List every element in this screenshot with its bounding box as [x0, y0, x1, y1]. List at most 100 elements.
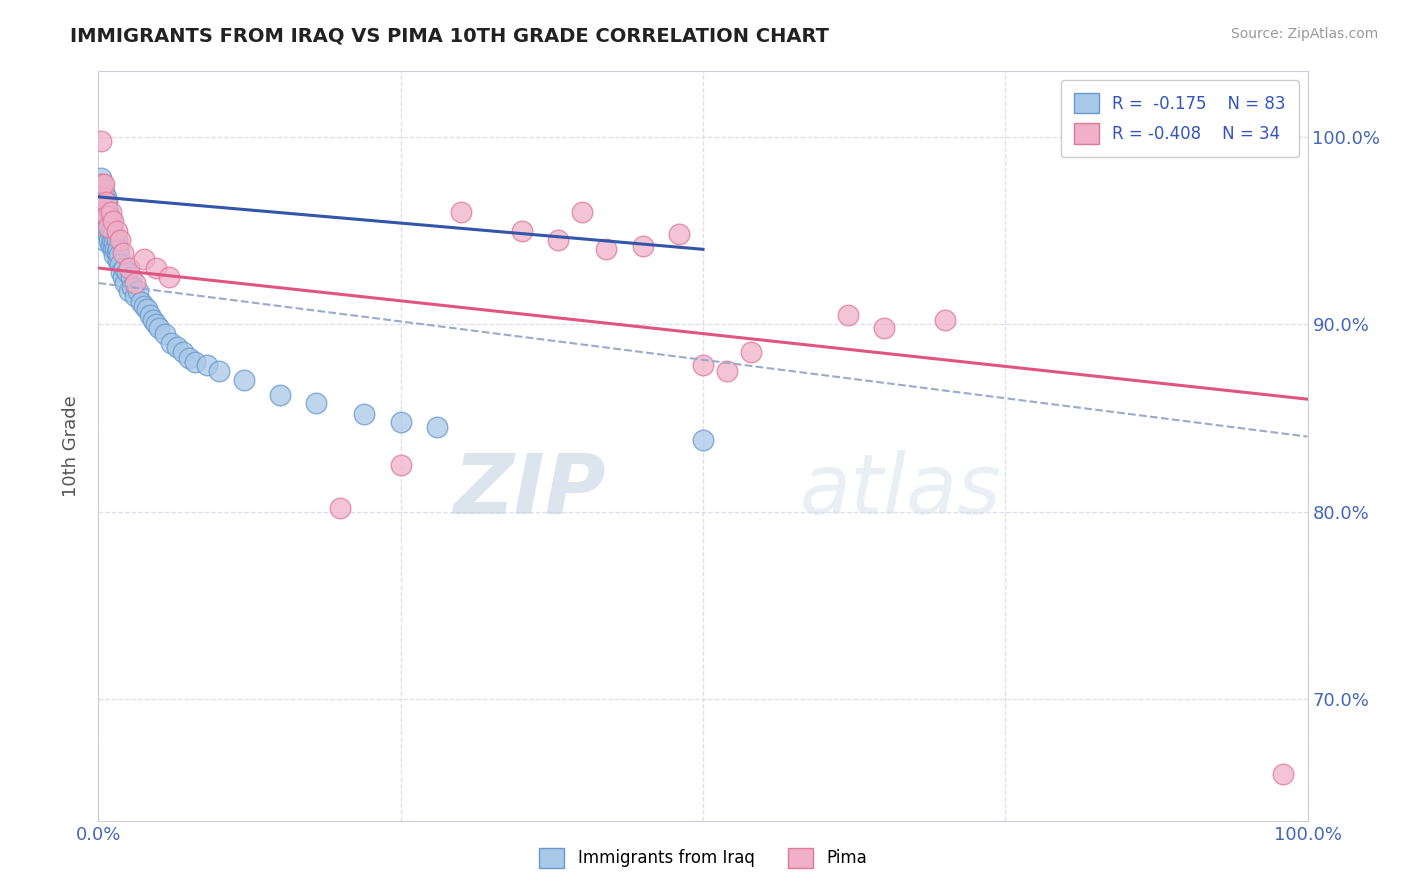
Point	[108, 233, 131, 247]
Point	[127, 284, 149, 298]
Point	[89, 186, 111, 201]
Point	[93, 214, 115, 228]
Point	[94, 195, 117, 210]
Point	[91, 178, 114, 193]
Point	[97, 227, 120, 242]
Point	[389, 458, 412, 472]
Point	[98, 209, 121, 223]
Point	[160, 335, 183, 350]
Point	[93, 195, 115, 210]
Point	[134, 252, 156, 266]
Point	[692, 434, 714, 448]
Point	[107, 243, 129, 257]
Point	[97, 214, 120, 228]
Point	[89, 177, 111, 191]
Point	[716, 364, 738, 378]
Point	[91, 205, 114, 219]
Point	[105, 224, 128, 238]
Point	[103, 248, 125, 262]
Point	[547, 233, 569, 247]
Point	[166, 340, 188, 354]
Point	[90, 182, 112, 196]
Point	[98, 219, 121, 234]
Point	[90, 190, 112, 204]
Point	[172, 345, 194, 359]
Point	[91, 205, 114, 219]
Point	[100, 238, 122, 252]
Point	[571, 205, 593, 219]
Point	[96, 195, 118, 210]
Point	[110, 265, 132, 279]
Point	[111, 270, 134, 285]
Point	[353, 407, 375, 421]
Point	[450, 205, 472, 219]
Point	[873, 321, 896, 335]
Point	[91, 197, 114, 211]
Point	[100, 212, 122, 227]
Point	[101, 227, 124, 242]
Point	[117, 265, 139, 279]
Point	[107, 253, 129, 268]
Text: IMMIGRANTS FROM IRAQ VS PIMA 10TH GRADE CORRELATION CHART: IMMIGRANTS FROM IRAQ VS PIMA 10TH GRADE …	[70, 27, 830, 45]
Point	[91, 182, 114, 196]
Point	[93, 186, 115, 201]
Point	[90, 171, 112, 186]
Point	[740, 345, 762, 359]
Point	[114, 276, 136, 290]
Point	[232, 374, 254, 388]
Point	[124, 276, 146, 290]
Point	[934, 313, 956, 327]
Point	[93, 205, 115, 219]
Point	[100, 205, 122, 219]
Point	[98, 233, 121, 247]
Point	[104, 243, 127, 257]
Point	[108, 248, 131, 262]
Point	[145, 317, 167, 331]
Point	[105, 246, 128, 260]
Point	[120, 270, 142, 285]
Point	[195, 359, 218, 373]
Point	[94, 209, 117, 223]
Point	[94, 190, 117, 204]
Point	[139, 308, 162, 322]
Point	[118, 261, 141, 276]
Point	[269, 388, 291, 402]
Point	[91, 209, 114, 223]
Legend: R =  -0.175    N = 83, R = -0.408    N = 34: R = -0.175 N = 83, R = -0.408 N = 34	[1060, 79, 1299, 157]
Point	[118, 284, 141, 298]
Legend: Immigrants from Iraq, Pima: Immigrants from Iraq, Pima	[533, 841, 873, 875]
Point	[837, 308, 859, 322]
Point	[329, 500, 352, 515]
Point	[510, 224, 533, 238]
Point	[97, 219, 120, 234]
Point	[157, 270, 180, 285]
Point	[184, 355, 207, 369]
Point	[97, 205, 120, 219]
Point	[90, 134, 112, 148]
Point	[124, 289, 146, 303]
Point	[208, 364, 231, 378]
Point	[153, 326, 176, 341]
Point	[94, 219, 117, 234]
Point	[1272, 767, 1295, 781]
Point	[96, 209, 118, 223]
Text: Source: ZipAtlas.com: Source: ZipAtlas.com	[1230, 27, 1378, 41]
Point	[90, 205, 112, 219]
Point	[179, 351, 201, 365]
Point	[89, 195, 111, 210]
Point	[91, 177, 114, 191]
Point	[93, 233, 115, 247]
Point	[426, 420, 449, 434]
Point	[91, 190, 114, 204]
Point	[631, 238, 654, 252]
Text: ZIP: ZIP	[454, 450, 606, 532]
Point	[105, 233, 128, 247]
Point	[121, 280, 143, 294]
Point	[93, 177, 115, 191]
Y-axis label: 10th Grade: 10th Grade	[62, 395, 80, 497]
Point	[142, 313, 165, 327]
Point	[100, 233, 122, 247]
Point	[100, 219, 122, 234]
Point	[692, 359, 714, 373]
Point	[148, 321, 170, 335]
